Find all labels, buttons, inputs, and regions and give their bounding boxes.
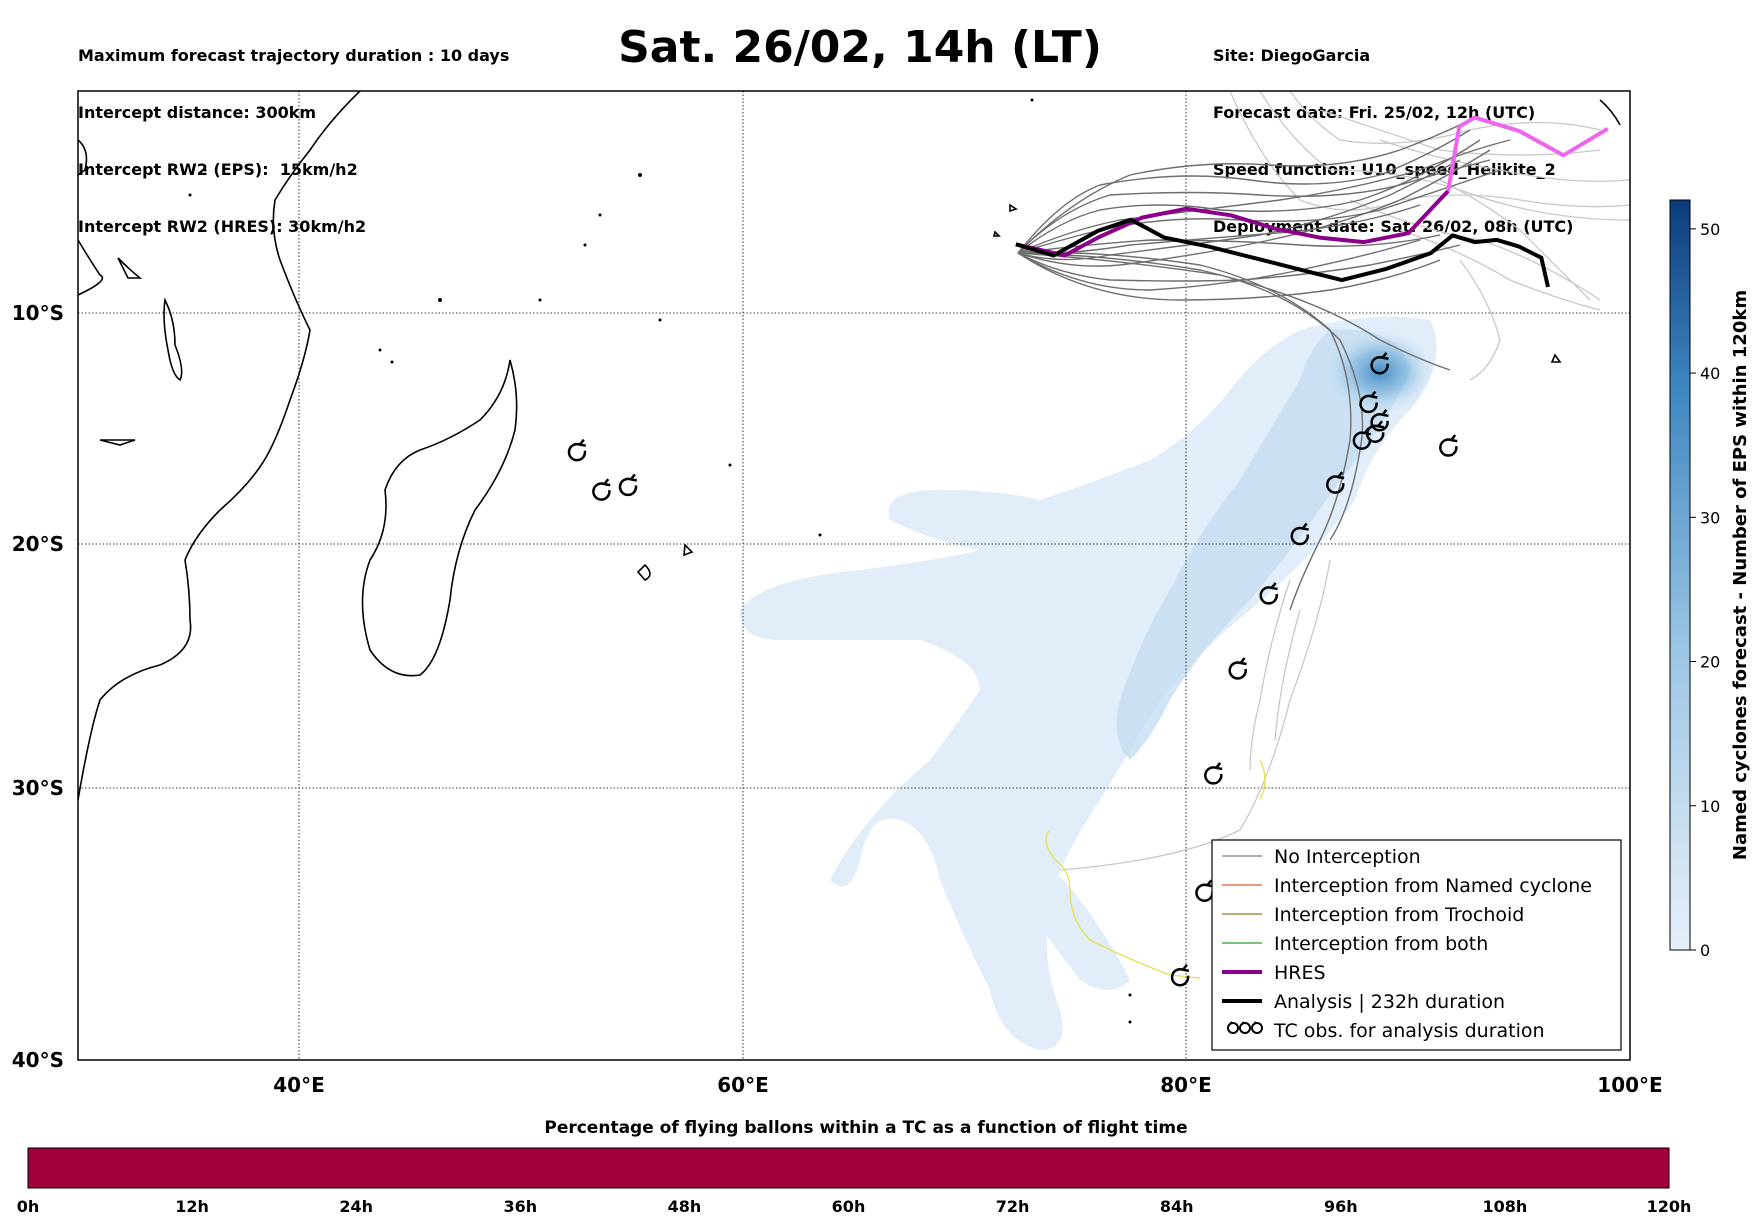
bottom-colorbar-tick-label: 120h	[1647, 1197, 1692, 1216]
tc-obs-symbol	[567, 438, 587, 462]
lat-tick-label: 30°S	[12, 776, 64, 800]
eps-trajectories-dark	[1017, 119, 1511, 611]
bottom-colorbar-tick-label: 36h	[503, 1197, 537, 1216]
colorbar-gradient	[1669, 199, 1691, 951]
hres-track-late	[1446, 115, 1609, 192]
colorbar-tick-label: 20	[1700, 653, 1720, 672]
info-line: Forecast date: Fri. 25/02, 12h (UTC)	[1213, 103, 1536, 122]
coastlines	[78, 91, 1621, 801]
info-line: Intercept distance: 300km	[78, 103, 317, 122]
lat-tick-label: 40°S	[12, 1048, 64, 1072]
tc-obs-symbol	[1359, 390, 1378, 414]
forecast-parameters: Maximum forecast trajectory duration : 1…	[78, 8, 509, 255]
tc-obs-symbol	[592, 478, 611, 501]
tc-obs-symbol	[1228, 657, 1247, 680]
legend: No Interception Interception from Named …	[1211, 839, 1622, 1051]
info-line: Site: DiegoGarcia	[1213, 46, 1371, 65]
colorbar-tick-label: 40	[1700, 364, 1720, 383]
bottom-colorbar-tick-label: 48h	[668, 1197, 702, 1216]
legend-label: Interception from Named cyclone	[1274, 875, 1592, 897]
legend-label: HRES	[1274, 962, 1326, 984]
eps-density-core	[1116, 329, 1410, 760]
tc-obs-symbol	[1370, 352, 1389, 375]
colorbar-label: Named cyclones forecast - Number of EPS …	[1730, 290, 1751, 860]
lon-tick-label: 40°E	[273, 1073, 325, 1097]
bottom-colorbar-fill	[27, 1147, 1670, 1189]
bottom-colorbar-tick-label: 108h	[1483, 1197, 1528, 1216]
eps-colorbar: 0 10 20 30 40 50 Named cyclones forecast - Nu…	[1669, 199, 1751, 960]
bottom-colorbar-tick-label: 12h	[175, 1197, 209, 1216]
tc-observations	[567, 352, 1458, 987]
info-line: Intercept RW2 (EPS): 15km/h2	[78, 160, 358, 179]
bottom-colorbar-tick-label: 96h	[1324, 1197, 1358, 1216]
bottom-colorbar-tick-label: 60h	[832, 1197, 866, 1216]
tc-obs-symbol	[1290, 522, 1309, 546]
lon-tick-label: 100°E	[1597, 1073, 1662, 1097]
cyclone-icon	[1227, 1021, 1263, 1034]
bottom-colorbar-tick-label: 72h	[996, 1197, 1030, 1216]
tc-obs-symbol	[1204, 762, 1223, 785]
bottom-colorbar-title: Percentage of flying ballons within a TC…	[544, 1118, 1187, 1138]
colorbar-tick-label: 50	[1700, 220, 1720, 239]
legend-label: No Interception	[1274, 846, 1421, 868]
trochoid-traces	[1045, 759, 1266, 979]
map-frame	[77, 90, 1631, 1061]
tc-obs-symbol	[1352, 427, 1372, 450]
tc-obs-symbol	[618, 473, 638, 497]
colorbar-tick-label: 10	[1700, 797, 1720, 816]
tc-obs-symbol	[1326, 471, 1345, 494]
legend-box	[1211, 839, 1622, 1051]
bottom-colorbar-tick-label: 0h	[17, 1197, 40, 1216]
colorbar-tick-label: 30	[1700, 508, 1720, 527]
lon-tick-label: 80°E	[1160, 1073, 1212, 1097]
legend-label: Analysis | 232h duration	[1274, 991, 1505, 1013]
tc-obs-symbol	[1439, 434, 1458, 457]
bottom-colorbar-tick-label: 24h	[339, 1197, 373, 1216]
flight-time-colorbar: Percentage of flying ballons within a TC…	[17, 1118, 1692, 1216]
legend-label: TC obs. for analysis duration	[1273, 1020, 1545, 1042]
analysis-track	[1015, 217, 1550, 288]
hres-track	[1015, 189, 1450, 258]
map-title: Sat. 26/02, 14h (LT)	[618, 22, 1102, 73]
site-info: Site: DiegoGarcia Forecast date: Fri. 25…	[1213, 8, 1573, 255]
map-gridlines	[78, 91, 1630, 1060]
lat-tick-label: 20°S	[12, 532, 64, 556]
info-line: Intercept RW2 (HRES): 30km/h2	[78, 217, 367, 236]
legend-label: Interception from both	[1274, 933, 1488, 955]
tc-obs-symbol	[1370, 409, 1389, 432]
lat-tick-label: 10°S	[12, 301, 64, 325]
legend-label: Interception from Trochoid	[1274, 904, 1524, 926]
tc-obs-symbol	[1195, 879, 1214, 902]
tc-obs-symbol	[1170, 963, 1190, 987]
bottom-colorbar-tick-label: 84h	[1160, 1197, 1194, 1216]
tc-obs-symbol	[1259, 582, 1278, 605]
info-line: Maximum forecast trajectory duration : 1…	[78, 46, 510, 65]
colorbar-tick-label: 0	[1700, 941, 1710, 960]
small-islands	[188, 98, 1132, 1024]
tc-obs-symbol	[1365, 420, 1385, 443]
lon-tick-label: 60°E	[717, 1073, 769, 1097]
